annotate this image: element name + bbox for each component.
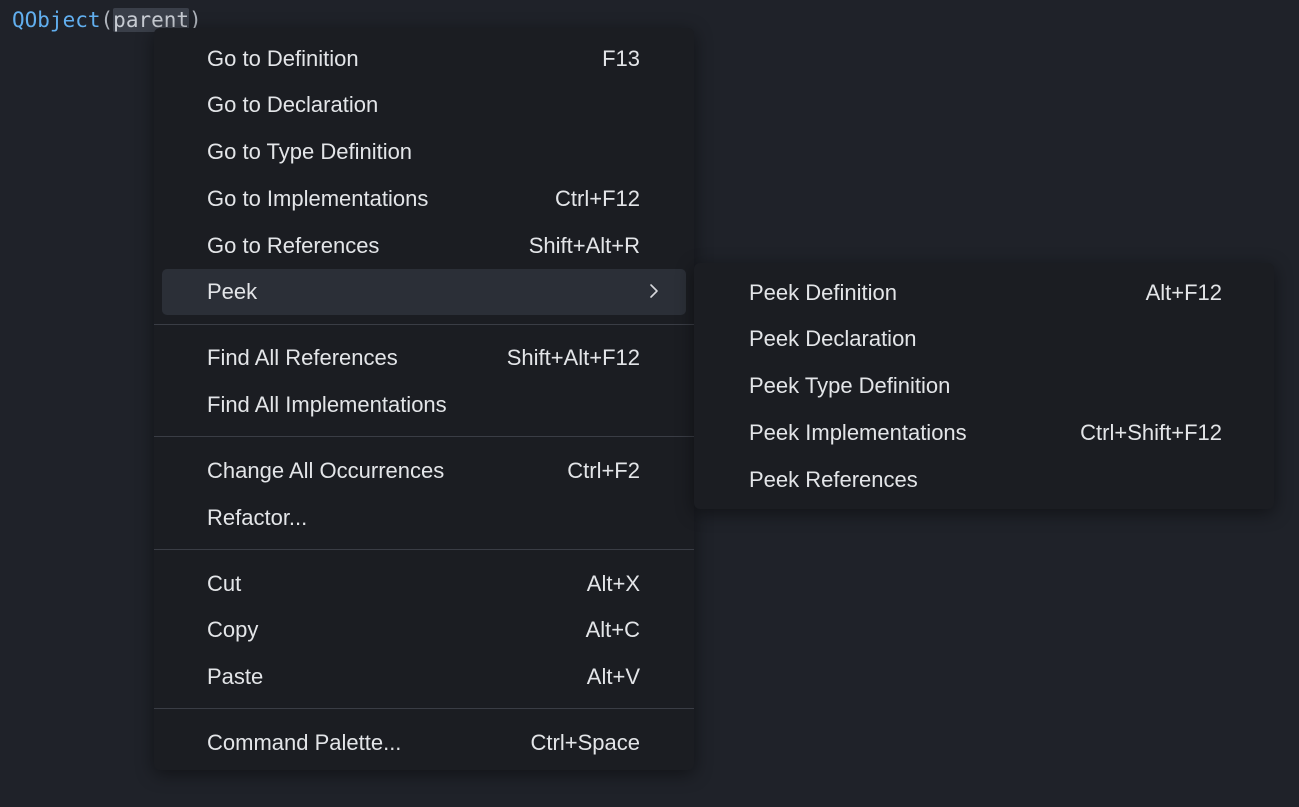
menu-item-shortcut: Shift+Alt+R bbox=[528, 233, 640, 258]
open-paren-token: ( bbox=[100, 8, 114, 32]
menu-item-shortcut: Ctrl+Space bbox=[530, 730, 640, 755]
submenu-item-peek-type-definition[interactable]: Peek Type Definition bbox=[702, 364, 1266, 408]
menu-item-label: Change All Occurrences bbox=[207, 458, 445, 483]
menu-item-go-to-definition[interactable]: Go to Definition F13 bbox=[162, 37, 686, 81]
context-menu: Go to Definition F13 Go to Declaration G… bbox=[154, 28, 694, 770]
menu-item-shortcut: F13 bbox=[602, 46, 640, 71]
menu-item-label: Find All Implementations bbox=[207, 392, 447, 417]
menu-item-shortcut: Ctrl+F12 bbox=[555, 186, 640, 211]
menu-item-label: Peek Implementations bbox=[749, 420, 967, 445]
menu-item-cut[interactable]: Cut Alt+X bbox=[162, 562, 686, 606]
menu-item-shortcut: Ctrl+F2 bbox=[567, 458, 640, 483]
menu-item-label: Peek bbox=[207, 279, 258, 304]
menu-item-go-to-declaration[interactable]: Go to Declaration bbox=[162, 83, 686, 127]
menu-item-label: Find All References bbox=[207, 345, 398, 370]
menu-item-label: Cut bbox=[207, 571, 242, 596]
menu-item-go-to-implementations[interactable]: Go to Implementations Ctrl+F12 bbox=[162, 177, 686, 221]
menu-item-shortcut: Shift+Alt+F12 bbox=[506, 345, 640, 370]
menu-item-label: Copy bbox=[207, 617, 259, 642]
menu-item-refactor[interactable]: Refactor... bbox=[162, 496, 686, 540]
class-name-token: QObject bbox=[12, 8, 101, 32]
submenu-item-peek-definition[interactable]: Peek Definition Alt+F12 bbox=[702, 271, 1266, 315]
close-paren-token: ) bbox=[189, 8, 202, 32]
menu-item-shortcut: Ctrl+Shift+F12 bbox=[1080, 420, 1222, 445]
menu-separator bbox=[154, 436, 694, 437]
menu-item-shortcut: Alt+C bbox=[585, 617, 640, 642]
menu-item-shortcut: Alt+V bbox=[586, 664, 640, 689]
menu-item-label: Paste bbox=[207, 664, 264, 689]
menu-item-shortcut: Alt+F12 bbox=[1145, 280, 1222, 305]
menu-item-label: Go to References bbox=[207, 233, 380, 258]
menu-item-peek[interactable]: Peek bbox=[162, 269, 686, 315]
menu-item-label: Peek Definition bbox=[749, 280, 897, 305]
menu-item-find-all-implementations[interactable]: Find All Implementations bbox=[162, 383, 686, 427]
menu-item-label: Go to Implementations bbox=[207, 186, 429, 211]
menu-item-go-to-type-definition[interactable]: Go to Type Definition bbox=[162, 130, 686, 174]
menu-item-label: Peek Type Definition bbox=[749, 373, 951, 398]
menu-item-label: Go to Definition bbox=[207, 46, 359, 71]
menu-item-find-all-references[interactable]: Find All References Shift+Alt+F12 bbox=[162, 336, 686, 380]
chevron-right-icon bbox=[650, 284, 658, 298]
menu-item-shortcut: Alt+X bbox=[586, 571, 640, 596]
menu-item-paste[interactable]: Paste Alt+V bbox=[162, 655, 686, 699]
menu-item-label: Peek References bbox=[749, 467, 918, 492]
submenu-item-peek-declaration[interactable]: Peek Declaration bbox=[702, 317, 1266, 361]
menu-separator bbox=[154, 324, 694, 325]
peek-submenu: Peek Definition Alt+F12 Peek Declaration… bbox=[694, 263, 1274, 509]
menu-item-copy[interactable]: Copy Alt+C bbox=[162, 608, 686, 652]
menu-item-label: Go to Declaration bbox=[207, 92, 379, 117]
menu-item-command-palette[interactable]: Command Palette... Ctrl+Space bbox=[162, 721, 686, 765]
menu-item-label: Peek Declaration bbox=[749, 326, 917, 351]
menu-item-label: Refactor... bbox=[207, 505, 308, 530]
menu-item-go-to-references[interactable]: Go to References Shift+Alt+R bbox=[162, 224, 686, 268]
submenu-item-peek-implementations[interactable]: Peek Implementations Ctrl+Shift+F12 bbox=[702, 411, 1266, 455]
menu-item-label: Command Palette... bbox=[207, 730, 402, 755]
submenu-item-peek-references[interactable]: Peek References bbox=[702, 458, 1266, 502]
menu-item-change-all-occurrences[interactable]: Change All Occurrences Ctrl+F2 bbox=[162, 449, 686, 493]
menu-separator bbox=[154, 549, 694, 550]
menu-item-label: Go to Type Definition bbox=[207, 139, 413, 164]
menu-separator bbox=[154, 708, 694, 709]
